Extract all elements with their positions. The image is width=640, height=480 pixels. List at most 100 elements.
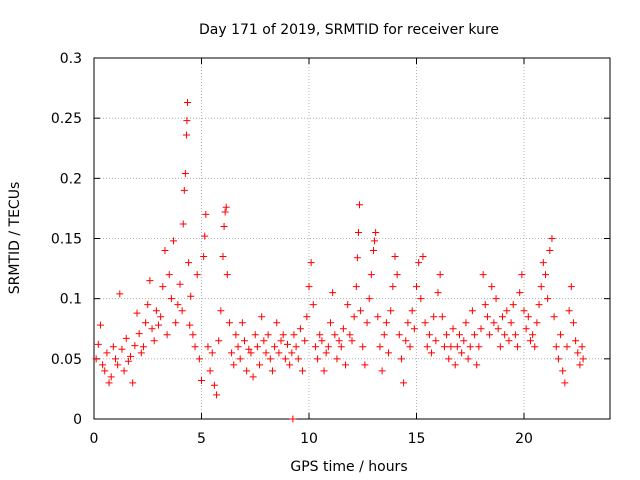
data-point [451, 361, 459, 369]
data-point [96, 321, 104, 329]
data-point [550, 313, 558, 321]
data-point [161, 247, 169, 255]
data-point [539, 259, 547, 267]
data-point [423, 343, 431, 351]
data-point [578, 343, 586, 351]
data-point [94, 340, 102, 348]
data-point [215, 337, 223, 345]
data-point [456, 331, 463, 339]
data-point [385, 349, 393, 357]
data-point [464, 355, 472, 363]
data-point [490, 319, 498, 327]
data-point [453, 343, 461, 351]
chart-title: Day 171 of 2019, SRMTID for receiver kur… [199, 22, 499, 38]
data-point [357, 307, 365, 315]
data-point [320, 367, 328, 375]
data-point [434, 289, 442, 297]
data-point [419, 253, 427, 261]
data-point [531, 343, 539, 351]
data-point [232, 331, 240, 339]
data-point [529, 331, 537, 339]
data-point [466, 343, 474, 351]
data-point [415, 259, 423, 267]
data-point [322, 349, 330, 357]
data-point [148, 325, 156, 333]
data-point [191, 343, 199, 351]
data-point [268, 367, 276, 375]
data-point [348, 337, 356, 345]
data-point [569, 319, 577, 327]
data-point [167, 295, 175, 303]
data-point [118, 345, 126, 353]
data-point [127, 352, 135, 360]
data-point [370, 247, 377, 255]
data-point [494, 325, 502, 333]
data-point [182, 131, 190, 139]
data-point [475, 343, 483, 351]
data-point [163, 331, 171, 339]
data-point [533, 319, 541, 327]
data-point [179, 220, 187, 228]
data-point [481, 301, 489, 309]
data-point [352, 283, 360, 291]
data-point [288, 349, 296, 357]
data-point [264, 331, 272, 339]
data-point [499, 313, 506, 321]
data-point [222, 203, 230, 211]
data-point [189, 331, 197, 339]
data-point [187, 292, 195, 300]
y-tick-label: 0.15 [51, 232, 82, 248]
x-tick-label: 15 [408, 431, 426, 447]
data-point [120, 367, 128, 375]
data-point [554, 355, 562, 363]
data-point [139, 343, 147, 351]
data-point [137, 349, 145, 357]
data-point [202, 210, 210, 218]
data-point [421, 319, 429, 327]
data-point [468, 307, 476, 315]
grid [94, 58, 610, 419]
data-point [413, 283, 420, 291]
y-tick-label: 0.25 [51, 111, 82, 127]
data-point [152, 307, 160, 315]
data-point [438, 313, 446, 321]
data-point [260, 337, 268, 345]
y-tick-label: 0.2 [60, 171, 82, 187]
data-point [142, 319, 150, 327]
data-point [176, 280, 184, 288]
data-point [247, 349, 255, 357]
data-point [327, 319, 334, 327]
data-point [174, 301, 182, 309]
data-point [253, 343, 261, 351]
data-point [245, 345, 253, 353]
data-point [501, 331, 509, 339]
data-point [579, 355, 587, 363]
x-tick-label: 0 [90, 431, 99, 447]
data-point [230, 361, 238, 369]
data-point [201, 232, 209, 240]
y-tick-label: 0 [73, 412, 82, 428]
data-point [505, 337, 513, 345]
data-point [206, 367, 214, 375]
data-point [458, 349, 466, 357]
data-point [195, 355, 203, 363]
data-point [273, 319, 281, 327]
data-point [516, 289, 524, 297]
data-point [107, 373, 115, 381]
data-point [157, 313, 165, 321]
data-point [443, 331, 451, 339]
data-point [428, 349, 436, 357]
data-point [307, 259, 315, 267]
data-point [371, 237, 379, 245]
data-point [279, 331, 287, 339]
data-point [294, 355, 302, 363]
data-point [221, 208, 229, 216]
data-point [204, 343, 212, 351]
data-point [271, 343, 279, 351]
data-point [511, 331, 519, 339]
data-point [133, 309, 141, 317]
data-point [99, 361, 107, 369]
data-point [503, 307, 511, 315]
x-tick-label: 20 [515, 431, 533, 447]
data-point [447, 343, 455, 351]
